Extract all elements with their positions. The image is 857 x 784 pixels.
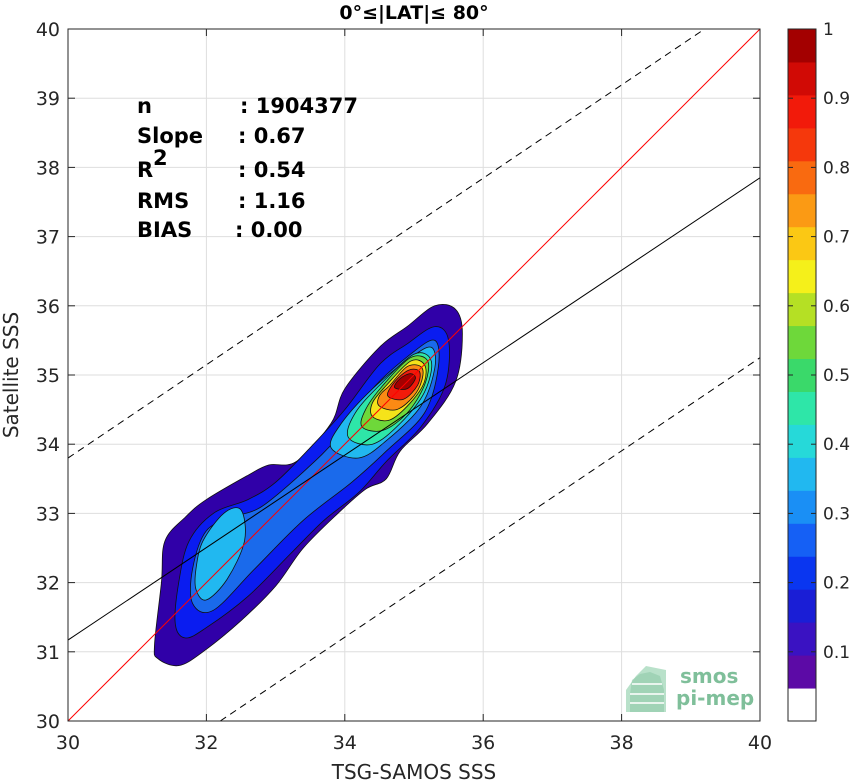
colorbar-segment <box>788 259 816 294</box>
colorbar-tick-label: 0.3 <box>823 504 850 524</box>
y-tick-label: 33 <box>36 503 60 525</box>
stat-value: : 1.16 <box>238 189 306 213</box>
y-axis-title: Satellite SSS <box>0 312 23 438</box>
x-axis-title: TSG-SAMOS SSS <box>331 760 497 784</box>
y-tick-label: 32 <box>36 573 60 595</box>
identity-line <box>68 29 760 721</box>
stat-value: : 0.67 <box>238 124 306 148</box>
colorbar: 0.1 0.2 0.3 0.4 0.5 0.6 0.7 0.8 0.9 1 <box>787 20 850 722</box>
y-tick-label: 30 <box>36 711 60 733</box>
colorbar-tick-label: 0.6 <box>823 297 850 317</box>
colorbar-segment <box>788 391 816 425</box>
y-tick-label: 31 <box>36 642 60 664</box>
x-tick-label: 34 <box>333 732 357 754</box>
y-tick-label: 34 <box>36 434 60 456</box>
chart-title: 0°≤|LAT|≤ 80° <box>339 2 488 24</box>
colorbar-tick-label: 0.1 <box>823 643 850 663</box>
colorbar-segment <box>788 424 816 458</box>
colorbar-segment <box>788 292 816 327</box>
colorbar-segment <box>788 688 816 722</box>
colorbar-tick-label: 0.5 <box>823 366 850 386</box>
lower-bound-line <box>219 357 760 721</box>
stat-label-superscript: 2 <box>153 146 168 170</box>
colorbar-tick-label: 0.8 <box>823 158 850 178</box>
colorbar-segment <box>788 226 816 261</box>
y-tick-label: 40 <box>36 19 60 41</box>
x-tick-label: 32 <box>194 732 218 754</box>
smos-pimep-logo: smos pi-mep <box>626 664 754 712</box>
y-tick-label: 39 <box>36 88 60 110</box>
stat-value: : 0.54 <box>238 158 306 182</box>
colorbar-segment <box>788 325 816 360</box>
colorbar-tick-label: 0.4 <box>823 435 850 455</box>
stat-label: BIAS <box>137 218 192 242</box>
y-tick-label: 38 <box>36 157 60 179</box>
stat-label: R <box>137 158 153 182</box>
stat-label: n <box>137 94 152 118</box>
x-tick-label: 36 <box>471 732 495 754</box>
x-tick-label: 38 <box>610 732 634 754</box>
colorbar-segment <box>788 160 816 195</box>
statistics-box: n : 1904377 Slope : 0.67 R 2 : 0.54 RMS : 1.16 BI… <box>137 94 358 242</box>
colorbar-tick-label: 0.7 <box>823 228 850 248</box>
colorbar-segment <box>788 622 816 656</box>
colorbar-segment <box>788 523 816 557</box>
colorbar-segment <box>788 29 816 63</box>
upper-bound-line <box>68 29 705 459</box>
y-tick-label: 35 <box>36 365 60 387</box>
stat-label: Slope <box>137 124 203 148</box>
colorbar-segment <box>788 94 816 129</box>
colorbar-segment <box>788 556 816 590</box>
density-contour-level-0.35 <box>194 507 246 601</box>
stat-label: RMS <box>137 189 189 213</box>
colorbar-segment <box>788 589 816 623</box>
colorbar-segment <box>788 655 816 689</box>
y-tick-label: 37 <box>36 227 60 249</box>
x-tick-label: 30 <box>56 732 80 754</box>
colorbar-segment <box>788 127 816 162</box>
colorbar-tick-label: 0.9 <box>823 89 850 109</box>
colorbar-segment <box>788 490 816 524</box>
colorbar-tick-label: 0.2 <box>823 574 850 594</box>
logo-text-line1: smos <box>680 664 738 688</box>
colorbar-tick-label: 1 <box>823 20 834 40</box>
axis-ticks: 30 32 34 36 38 40 30 31 32 33 34 35 36 37 38 39 40 <box>36 19 772 754</box>
fit-line <box>68 177 760 641</box>
colorbar-segment <box>788 457 816 491</box>
x-tick-label: 40 <box>748 732 772 754</box>
reference-lines <box>68 29 760 721</box>
colorbar-segment <box>788 61 816 96</box>
stat-value: : 1904377 <box>240 94 358 118</box>
stat-value: : 0.00 <box>235 218 303 242</box>
logo-text-line2: pi-mep <box>676 686 754 710</box>
colorbar-segment <box>788 193 816 228</box>
logo-graphic-icon <box>626 666 666 712</box>
y-tick-label: 36 <box>36 296 60 318</box>
